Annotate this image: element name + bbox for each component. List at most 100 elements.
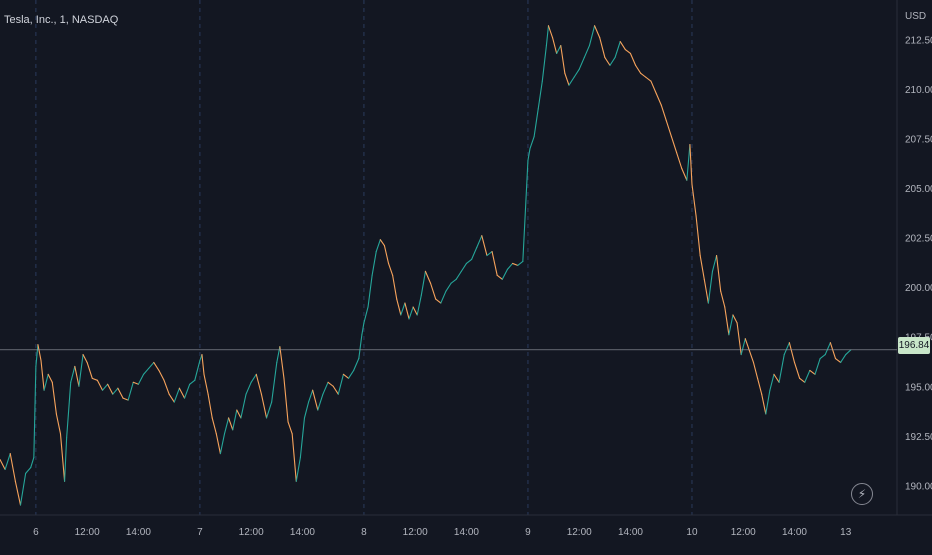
price-segment bbox=[430, 282, 437, 300]
price-segment bbox=[788, 342, 796, 364]
y-tick-label: 207.50 bbox=[905, 135, 932, 146]
price-segment bbox=[660, 104, 667, 122]
price-segment bbox=[845, 349, 852, 356]
x-tick-label: 12:00 bbox=[567, 527, 592, 538]
price-segment bbox=[363, 306, 369, 324]
price-segment bbox=[283, 377, 289, 423]
price-segment bbox=[211, 417, 217, 435]
price-segment bbox=[312, 389, 319, 411]
price-segment bbox=[681, 167, 688, 181]
price-segment bbox=[699, 254, 705, 280]
price-segment bbox=[491, 251, 498, 276]
price-segment bbox=[744, 338, 750, 352]
price-segment bbox=[371, 251, 377, 276]
price-segment bbox=[481, 235, 488, 257]
price-segment bbox=[740, 338, 746, 356]
price-segment bbox=[332, 385, 339, 395]
price-segment bbox=[86, 361, 93, 379]
price-segment bbox=[560, 45, 566, 74]
x-tick-label: 14:00 bbox=[454, 527, 479, 538]
price-segment bbox=[819, 354, 826, 360]
price-segment bbox=[573, 68, 580, 78]
price-segment bbox=[529, 136, 535, 150]
price-segment bbox=[33, 365, 37, 459]
x-tick-label: 12:00 bbox=[731, 527, 756, 538]
price-segment bbox=[629, 52, 637, 66]
price-segment bbox=[624, 48, 632, 55]
price-segment bbox=[173, 387, 180, 403]
time-axis[interactable]: 6 12:00 14:00 7 12:00 14:00 8 12:00 14:00 9 12:00 1… bbox=[33, 527, 852, 538]
price-segment bbox=[101, 383, 109, 391]
y-tick-label: 192.50 bbox=[905, 432, 932, 443]
price-segment bbox=[517, 260, 524, 266]
price-segment bbox=[163, 379, 170, 395]
x-tick-label: 7 bbox=[197, 527, 203, 538]
price-segment bbox=[122, 397, 129, 401]
price-segment bbox=[353, 357, 360, 371]
x-tick-label: 10 bbox=[686, 527, 698, 538]
price-segment bbox=[276, 346, 281, 364]
currency-label: USD bbox=[905, 11, 927, 22]
price-segment bbox=[37, 344, 42, 362]
price-segment bbox=[748, 350, 755, 364]
price-segment bbox=[728, 314, 734, 336]
price-segment bbox=[720, 290, 726, 308]
price-segment bbox=[655, 92, 662, 106]
price-segment bbox=[158, 369, 165, 381]
price-segment bbox=[689, 144, 693, 185]
price-segment bbox=[358, 334, 363, 360]
price-segment bbox=[82, 354, 88, 364]
price-segment bbox=[804, 369, 811, 383]
price-segment bbox=[303, 401, 310, 419]
price-segment bbox=[279, 346, 285, 379]
price-segment bbox=[650, 80, 657, 94]
price-segment bbox=[112, 387, 119, 395]
price-segment bbox=[522, 159, 529, 263]
price-segment bbox=[676, 151, 683, 169]
price-segment bbox=[527, 148, 531, 161]
price-segment bbox=[25, 466, 32, 474]
price-segment bbox=[153, 361, 160, 371]
price-segment bbox=[148, 361, 155, 369]
price-segment bbox=[435, 298, 442, 304]
symbol-title[interactable]: Tesla, Inc., 1, NASDAQ bbox=[4, 14, 119, 26]
price-segment bbox=[614, 41, 621, 58]
price-segment bbox=[308, 389, 314, 403]
price-segment bbox=[486, 251, 493, 257]
price-segment bbox=[588, 25, 596, 47]
price-segment bbox=[117, 387, 124, 399]
price-segment bbox=[342, 373, 350, 379]
price-segment bbox=[778, 354, 785, 383]
price-segment bbox=[840, 354, 847, 364]
price-segment bbox=[91, 377, 98, 381]
last-price-tag: 196.84 bbox=[898, 337, 930, 354]
grid-lines bbox=[35, 0, 693, 515]
price-segment bbox=[556, 45, 562, 55]
price-segment bbox=[711, 254, 718, 272]
price-segment bbox=[66, 381, 72, 439]
lightning-icon[interactable]: ⚡︎ bbox=[851, 483, 873, 505]
price-segment bbox=[30, 457, 35, 469]
price-segment bbox=[594, 25, 601, 39]
price-segment bbox=[322, 381, 329, 395]
price-segment bbox=[14, 480, 22, 506]
price-segment bbox=[392, 274, 398, 300]
price-segment bbox=[793, 361, 801, 379]
price-segment bbox=[829, 342, 837, 360]
price-segment bbox=[228, 417, 234, 431]
price-segment bbox=[295, 457, 301, 482]
price-segment bbox=[541, 45, 547, 82]
price-segment bbox=[545, 25, 550, 47]
price-segment bbox=[215, 433, 221, 455]
price-segment bbox=[665, 120, 673, 138]
price-segment bbox=[769, 373, 775, 391]
price-segment bbox=[783, 342, 790, 356]
y-tick-label: 200.00 bbox=[905, 283, 932, 294]
y-tick-label: 195.00 bbox=[905, 382, 932, 393]
price-segment bbox=[35, 344, 39, 367]
price-segment bbox=[250, 373, 257, 383]
price-segment bbox=[599, 37, 606, 58]
price-segment bbox=[400, 302, 406, 316]
